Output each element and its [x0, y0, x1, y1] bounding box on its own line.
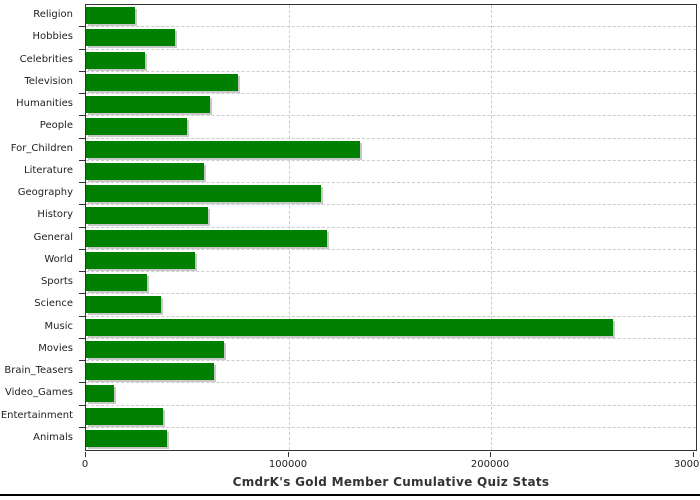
chart-title: CmdrK's Gold Member Cumulative Quiz Stat… — [232, 475, 550, 489]
y-axis-tick — [79, 338, 85, 339]
y-axis-label: Movies — [38, 342, 73, 354]
y-axis-tick — [79, 316, 85, 317]
bar-geography — [86, 185, 321, 202]
y-axis-tick — [79, 227, 85, 228]
y-axis-tick — [79, 249, 85, 250]
bar-television — [86, 73, 238, 91]
vertical-gridline — [491, 5, 492, 450]
y-axis-label: World — [44, 253, 73, 265]
horizontal-gridline — [86, 382, 696, 384]
y-axis-label: Music — [44, 320, 73, 332]
plot-area — [85, 4, 697, 451]
x-axis-tick-label: 200000 — [470, 459, 510, 470]
horizontal-gridline — [86, 293, 696, 295]
y-axis-tick — [79, 427, 85, 428]
x-axis-tick — [490, 452, 491, 457]
bar-animals — [86, 429, 167, 447]
horizontal-gridline — [86, 315, 696, 317]
horizontal-gridline — [86, 360, 696, 361]
y-axis-label: Television — [24, 75, 73, 87]
horizontal-gridline — [86, 137, 696, 139]
y-axis-tick — [79, 271, 85, 272]
horizontal-gridline — [86, 271, 696, 272]
bar-celebrities — [86, 51, 145, 69]
x-axis-tick — [288, 452, 289, 457]
y-axis-tick — [79, 138, 85, 139]
horizontal-gridline — [86, 226, 696, 228]
bar-religion — [86, 7, 135, 24]
bar-sports — [86, 274, 147, 291]
y-axis-tick — [79, 293, 85, 294]
bar-literature — [86, 162, 204, 180]
y-axis-tick — [79, 382, 85, 383]
y-axis-label: Celebrities — [19, 53, 73, 65]
vertical-gridline — [289, 5, 290, 450]
y-axis-label: Sports — [40, 276, 73, 288]
horizontal-gridline — [86, 182, 696, 183]
y-axis-tick — [79, 405, 85, 406]
y-axis-label: Literature — [24, 164, 73, 176]
bar-people — [86, 118, 187, 136]
bottom-divider-line — [0, 494, 700, 496]
horizontal-gridline — [86, 70, 696, 72]
y-axis-tick — [79, 71, 85, 72]
horizontal-gridline — [86, 26, 696, 28]
horizontal-gridline — [86, 48, 696, 50]
horizontal-gridline — [86, 248, 696, 250]
bar-brain_teasers — [86, 363, 214, 380]
bar-history — [86, 207, 208, 225]
y-axis-tick — [79, 360, 85, 361]
bar-music — [86, 318, 613, 336]
y-axis-tick — [79, 115, 85, 116]
bar-world — [86, 251, 195, 269]
x-axis-tick — [85, 452, 86, 457]
horizontal-gridline — [86, 93, 696, 94]
y-axis-tick — [79, 160, 85, 161]
x-axis-tick-label: 300000 — [673, 459, 700, 470]
bar-for_children — [86, 140, 360, 158]
y-axis-label: Science — [34, 298, 73, 310]
horizontal-gridline — [86, 159, 696, 161]
y-axis-tick — [79, 26, 85, 27]
bar-entertainment — [86, 407, 163, 425]
y-axis-label: Brain_Teasers — [4, 365, 73, 377]
y-axis-label: Geography — [17, 187, 73, 199]
y-axis-label: General — [33, 231, 73, 243]
y-axis-tick — [79, 204, 85, 205]
y-axis-label: Entertainment — [0, 409, 73, 421]
y-axis-label: Hobbies — [32, 31, 73, 43]
bar-humanities — [86, 96, 210, 113]
y-axis-label: Video_Games — [5, 387, 73, 399]
horizontal-gridline — [86, 337, 696, 339]
y-axis-label: Animals — [33, 431, 73, 443]
y-axis-tick — [79, 182, 85, 183]
horizontal-gridline — [86, 204, 696, 206]
horizontal-gridline — [86, 404, 696, 406]
y-axis-tick — [79, 93, 85, 94]
x-axis-tick — [693, 452, 694, 457]
y-axis-label: Religion — [33, 9, 73, 21]
horizontal-gridline — [86, 115, 696, 117]
x-axis-tick-label: 100000 — [268, 459, 308, 470]
y-axis-label: History — [37, 209, 73, 221]
x-axis-tick-label: 0 — [81, 459, 89, 470]
bar-hobbies — [86, 29, 175, 47]
y-axis-label: For_Children — [10, 142, 73, 154]
bar-movies — [86, 340, 224, 358]
y-axis-label: Humanities — [16, 98, 73, 110]
y-axis-tick — [79, 49, 85, 50]
horizontal-gridline — [86, 426, 696, 428]
bar-video_games — [86, 385, 114, 403]
bar-general — [86, 229, 327, 247]
bar-science — [86, 296, 161, 314]
y-axis-label: People — [39, 120, 73, 132]
